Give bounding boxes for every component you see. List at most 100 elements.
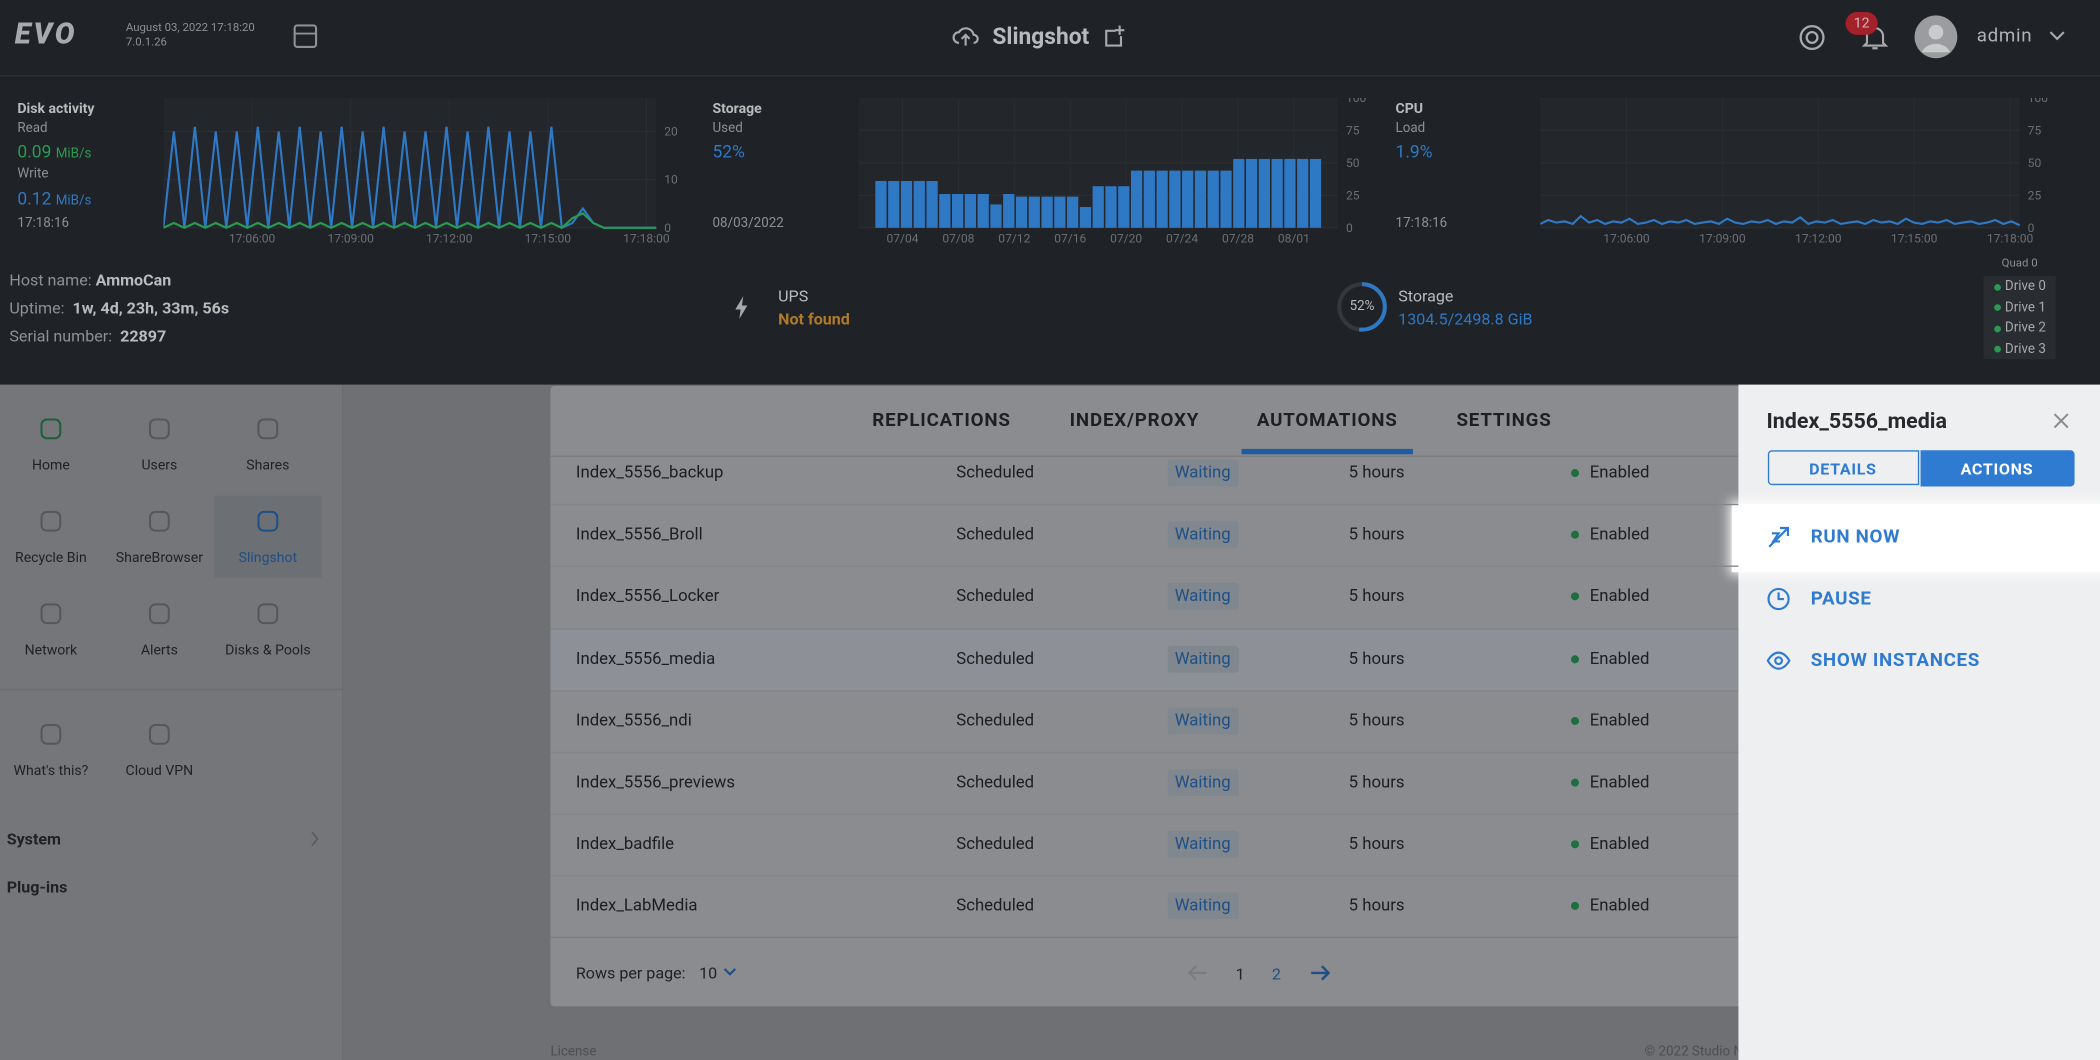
- nav-item[interactable]: Disks & Pools: [225, 641, 311, 659]
- card: [550, 385, 1756, 1007]
- y-tick-label: 25: [2028, 188, 2042, 202]
- bar: [1041, 196, 1053, 228]
- status-badge: [1167, 707, 1239, 735]
- bar: [926, 181, 938, 228]
- prev[interactable]: [1187, 964, 1208, 983]
- host: Host name: AmmoCan: [9, 271, 171, 290]
- icon-shape: [148, 510, 170, 532]
- nav-item[interactable]: What's this?: [13, 761, 89, 780]
- page[interactable]: 2: [1271, 964, 1281, 984]
- layout-icon[interactable]: [293, 24, 318, 48]
- drive-label: Drive 3: [2004, 342, 2046, 357]
- chevron[interactable]: [723, 968, 737, 979]
- nav-icon: [148, 723, 170, 745]
- nav-section[interactable]: Plug-ins: [6, 877, 68, 897]
- user-name[interactable]: admin: [1976, 25, 2033, 47]
- cell-interval: 5 hours: [1348, 834, 1405, 855]
- write-value: 0.12 MiB/s: [17, 190, 91, 210]
- tab-details[interactable]: [1767, 450, 1920, 486]
- y-tick-label: 100: [2028, 98, 2049, 105]
- cell-type: Scheduled: [956, 896, 1035, 917]
- line: [163, 212, 657, 230]
- cell-status: Waiting: [1174, 896, 1231, 917]
- x-tick-label: 17:15:00: [525, 232, 572, 246]
- tab-indicator: [1241, 448, 1413, 455]
- storage-ring: [1337, 282, 1387, 332]
- bar: [913, 181, 925, 228]
- ups-status: Not found: [778, 309, 850, 329]
- avatar[interactable]: [1914, 15, 1958, 59]
- x-tick-label: 07/20: [1110, 232, 1142, 246]
- tab-actions[interactable]: [1920, 450, 2075, 487]
- copyright: © 2022 Studio N: [1644, 1044, 1743, 1060]
- drive-label: Drive 1: [2004, 300, 2046, 316]
- action[interactable]: RUN NOW: [1810, 526, 1901, 549]
- open-icon[interactable]: [1104, 24, 1128, 48]
- storage-chart: 0 25 50 75 100 07/04 07/08 07/12 07/16 07/20 07/24…: [858, 97, 1367, 246]
- action[interactable]: SHOW INSTANCES: [1810, 649, 1980, 672]
- pause-icon: [1767, 587, 1790, 611]
- chevron[interactable]: [2049, 29, 2065, 42]
- status-badge: [1167, 769, 1239, 797]
- row-divider: [550, 751, 1739, 754]
- eye-icon: [1766, 651, 1791, 670]
- next[interactable]: [1310, 964, 1331, 983]
- tab[interactable]: SETTINGS: [1456, 410, 1552, 432]
- tab[interactable]: INDEX/PROXY: [1069, 410, 1200, 432]
- x-tick-label: 17:12:00: [1795, 232, 1842, 246]
- bar: [977, 194, 989, 228]
- read-number: 0.09: [17, 142, 52, 163]
- action[interactable]: PAUSE: [1810, 588, 1872, 610]
- bar: [1130, 170, 1143, 228]
- x-tick-label: 07/24: [1166, 232, 1198, 246]
- nav-icon: [40, 723, 62, 745]
- nav-item[interactable]: Shares: [246, 456, 290, 474]
- nav-item[interactable]: Alerts: [140, 641, 178, 659]
- rows-select[interactable]: 10: [699, 963, 718, 983]
- used-label: Used: [712, 121, 743, 137]
- x-tick-label: 17:06:00: [229, 232, 276, 246]
- value: 22897: [120, 326, 167, 346]
- nav-item[interactable]: Recycle Bin: [15, 548, 87, 567]
- x-tick-label: 17:09:00: [1699, 232, 1746, 246]
- bar: [1207, 170, 1219, 228]
- tab[interactable]: REPLICATIONS: [872, 410, 1011, 432]
- license[interactable]: License: [550, 1044, 597, 1060]
- cell-interval: 5 hours: [1348, 772, 1405, 793]
- bar: [952, 194, 964, 228]
- cell-status: Waiting: [1174, 710, 1231, 731]
- write-label: Write: [17, 166, 49, 182]
- ups-label: UPS: [778, 286, 809, 306]
- storage-value: 1304.5/2498.8 GiB: [1398, 309, 1533, 329]
- widget-label: Disk activity: [17, 99, 95, 118]
- status-badge: [1167, 645, 1239, 673]
- serial: Serial number: 22897: [9, 327, 166, 346]
- cell-type: Scheduled: [956, 586, 1035, 607]
- cell-state: Enabled: [1589, 524, 1650, 545]
- nav-item[interactable]: Users: [141, 456, 178, 474]
- row-divider: [550, 504, 1739, 506]
- highlight: [1731, 503, 2100, 573]
- tab[interactable]: AUTOMATIONS: [1256, 410, 1398, 432]
- bar: [1015, 196, 1028, 228]
- unit: MiB/s: [55, 146, 92, 162]
- nav-item[interactable]: Home: [31, 456, 70, 474]
- cell-type: Scheduled: [956, 710, 1035, 731]
- nav-item[interactable]: ShareBrowser: [115, 548, 204, 567]
- nav-item[interactable]: Cloud VPN: [125, 761, 194, 780]
- page-title: Slingshot: [992, 24, 1090, 51]
- nav-section[interactable]: System: [6, 829, 61, 849]
- page[interactable]: 1: [1235, 964, 1245, 984]
- nav-item[interactable]: Slingshot: [238, 548, 298, 567]
- ring-label: 52%: [1349, 299, 1375, 315]
- nav-item[interactable]: Network: [24, 641, 78, 659]
- bar: [1309, 158, 1322, 228]
- support-icon[interactable]: [1797, 23, 1826, 52]
- icon-shape: [40, 723, 62, 745]
- close[interactable]: [2053, 413, 2069, 429]
- cell-type: Scheduled: [956, 772, 1035, 793]
- bar: [964, 194, 977, 228]
- y-tick-label: 20: [664, 125, 678, 139]
